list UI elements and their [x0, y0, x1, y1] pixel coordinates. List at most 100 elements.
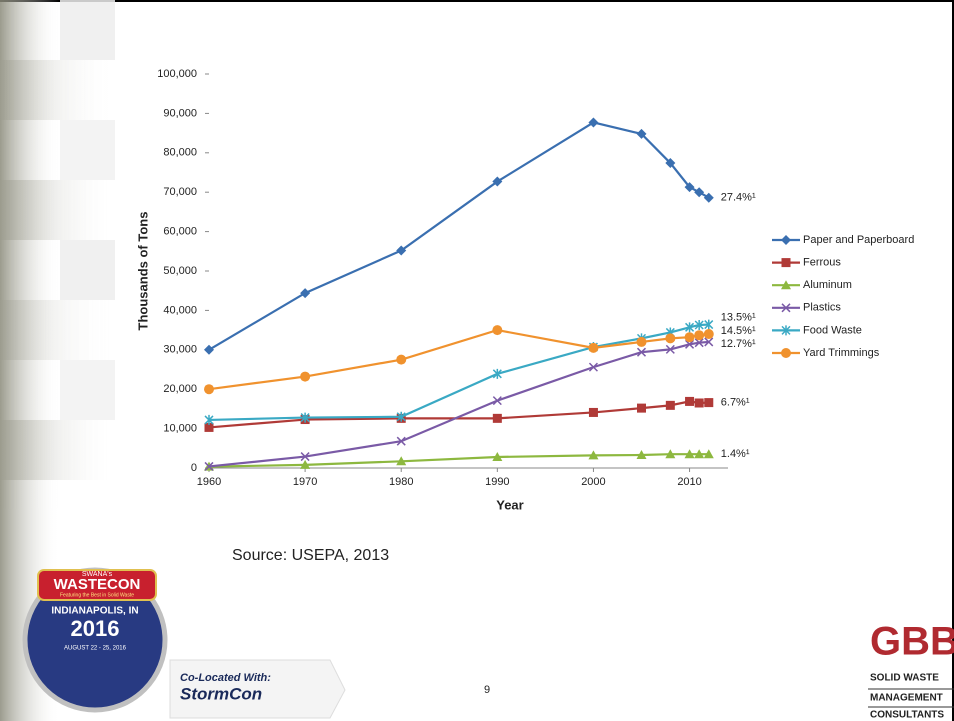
- y-tick-label: 10,000: [163, 423, 197, 435]
- marker: [703, 449, 714, 459]
- marker: [665, 333, 676, 344]
- y-tick-label: 0: [191, 462, 197, 474]
- end-label: 1.4%¹: [721, 448, 750, 460]
- marker: [694, 338, 704, 348]
- marker: [703, 329, 714, 340]
- series: 13.5%¹ Food Waste: [204, 311, 862, 425]
- logo-text: Featuring the Best in Solid Waste: [60, 592, 134, 598]
- line: [208, 340, 709, 468]
- logo-text: StormCon: [180, 684, 262, 703]
- y-tick-label: 60,000: [163, 226, 197, 238]
- legend-label: Plastics: [803, 302, 841, 314]
- legend-label: Ferrous: [803, 257, 841, 269]
- marker: [204, 414, 214, 425]
- marker: [204, 384, 214, 395]
- x-tick-label: 1980: [389, 476, 413, 488]
- series: 6.7%¹ Ferrous: [204, 257, 841, 432]
- source: Source: USEPA, 2013: [232, 547, 389, 564]
- marker: [300, 412, 310, 423]
- marker: [492, 325, 503, 336]
- marker: [665, 158, 676, 169]
- marker: [300, 459, 311, 469]
- marker: [685, 396, 695, 406]
- legend-label: Aluminum: [803, 279, 852, 291]
- marker: [492, 396, 502, 406]
- logo-text: SOLID WASTE: [870, 673, 939, 684]
- line: [208, 121, 710, 351]
- marker: [396, 245, 407, 256]
- x-tick-label: 1990: [485, 476, 509, 488]
- series: 27.4%¹ Paper and Paperboard: [204, 117, 914, 355]
- marker: [492, 413, 502, 423]
- logo-text: INDIANAPOLIS, IN: [51, 606, 138, 617]
- marker: [694, 319, 704, 330]
- marker: [781, 325, 791, 336]
- x-tick-label: 2000: [581, 476, 605, 488]
- marker: [204, 422, 214, 432]
- marker: [694, 187, 705, 198]
- marker: [636, 449, 647, 459]
- marker: [781, 235, 791, 245]
- logo-text: SWANA's: [82, 571, 113, 578]
- legend-label: Yard Trimmings: [803, 347, 880, 359]
- marker: [396, 411, 406, 422]
- gbb-logo: GBB SOLID WASTE MANAGEMENT CONSULTANTS: [868, 620, 954, 721]
- y-tick-label: 70,000: [163, 186, 197, 198]
- y-tick-label: 20,000: [163, 383, 197, 395]
- series: 12.7%¹ Plastics: [204, 302, 841, 471]
- marker: [704, 337, 714, 347]
- marker: [704, 398, 714, 408]
- marker: [684, 449, 695, 459]
- marker: [665, 400, 675, 410]
- marker: [204, 344, 214, 355]
- y-tick-label: 40,000: [163, 304, 197, 316]
- marker: [636, 336, 647, 347]
- logo-text: WASTECON: [54, 576, 141, 593]
- marker: [204, 461, 214, 471]
- y-tick-label: 50,000: [163, 265, 197, 277]
- y-tick-label: 90,000: [163, 107, 197, 119]
- logo-text: CONSULTANTS: [870, 710, 944, 721]
- marker: [300, 288, 311, 299]
- end-label: 14.5%¹: [721, 325, 756, 337]
- marker: [492, 176, 503, 187]
- marker: [685, 339, 695, 349]
- marker: [637, 403, 646, 413]
- end-label: 27.4%¹: [721, 192, 756, 204]
- marker: [694, 449, 705, 459]
- series: 14.5%¹ Yard Trimmings: [204, 325, 880, 395]
- logo-text: 2016: [71, 616, 120, 641]
- marker: [694, 330, 705, 341]
- logo-text: MANAGEMENT: [870, 693, 943, 704]
- x-tick-label: 1970: [293, 476, 317, 488]
- marker: [684, 332, 695, 343]
- marker: [684, 182, 695, 193]
- legend-label: Food Waste: [803, 324, 862, 336]
- end-label: 13.5%¹: [721, 311, 756, 323]
- marker: [781, 303, 791, 313]
- marker: [588, 450, 599, 460]
- y-tick-label: 80,000: [163, 147, 197, 159]
- wastecon-logo: SWANA's WASTECON Featuring the Best in S…: [22, 567, 168, 713]
- marker: [588, 342, 599, 353]
- marker: [588, 407, 598, 417]
- end-label: 12.7%¹: [721, 338, 756, 350]
- marker: [703, 192, 714, 203]
- marker: [665, 344, 675, 354]
- marker: [781, 280, 791, 290]
- photo-strip: [0, 0, 115, 721]
- end-label: 6.7%¹: [721, 397, 750, 409]
- marker: [685, 322, 695, 333]
- line: [208, 323, 709, 422]
- marker: [300, 371, 311, 382]
- x-tick-label: 2010: [677, 476, 701, 488]
- legend-label: Paper and Paperboard: [803, 234, 914, 246]
- y-tick-label: 100,000: [157, 68, 197, 80]
- marker: [781, 258, 791, 268]
- stormcon-logo: Co-Located With: StormCon: [169, 659, 346, 719]
- marker: [396, 354, 407, 365]
- logo-text: Co-Located With:: [180, 672, 271, 684]
- line: [208, 400, 709, 429]
